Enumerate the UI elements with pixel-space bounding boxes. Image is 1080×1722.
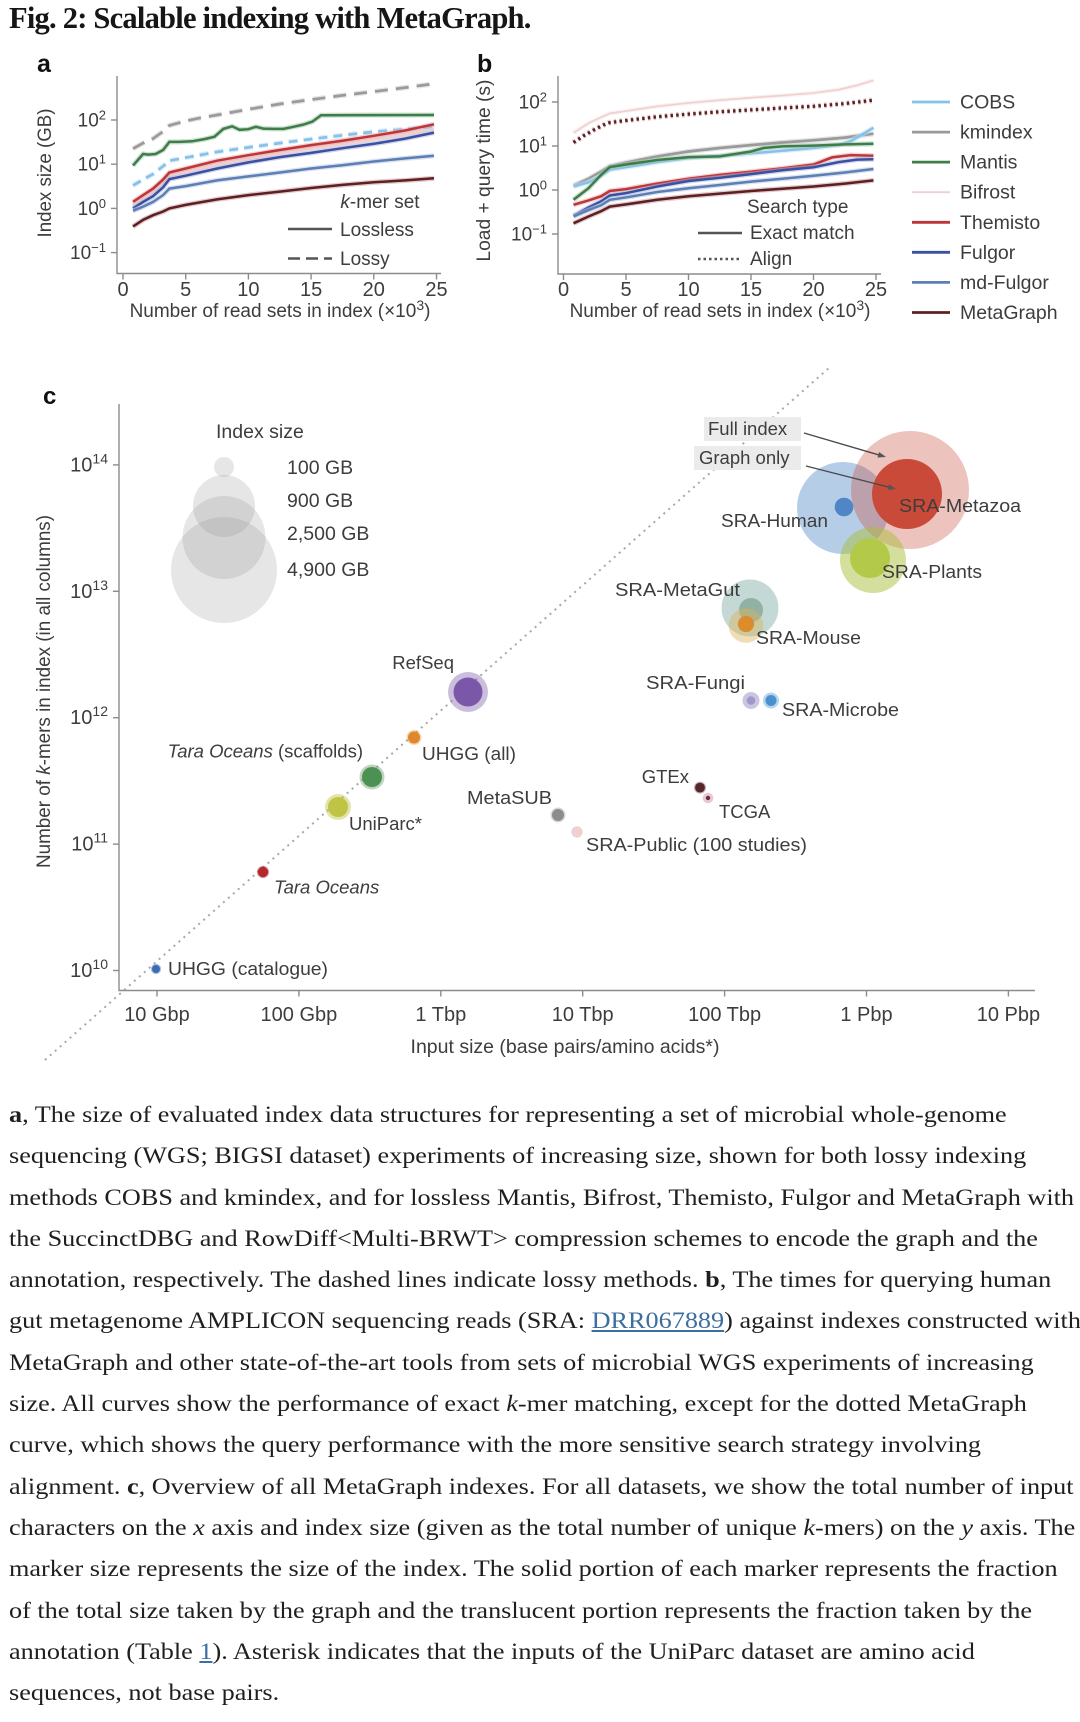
svg-text:1011: 1011 — [71, 830, 108, 856]
svg-text:2,500 GB: 2,500 GB — [287, 523, 369, 545]
svg-text:10: 10 — [677, 279, 699, 301]
svg-text:101: 101 — [78, 152, 106, 176]
svg-text:1 Tbp: 1 Tbp — [415, 1004, 466, 1026]
svg-text:c: c — [43, 383, 56, 410]
svg-text:Full index: Full index — [708, 418, 788, 439]
svg-text:Lossless: Lossless — [340, 220, 414, 241]
svg-text:a: a — [37, 50, 52, 78]
svg-text:25: 25 — [865, 279, 887, 301]
svg-text:SRA-Fungi: SRA-Fungi — [646, 672, 745, 693]
svg-text:20: 20 — [363, 279, 385, 301]
svg-text:Lossy: Lossy — [340, 249, 390, 270]
svg-text:UniParc*: UniParc* — [349, 813, 422, 834]
svg-text:15: 15 — [740, 279, 762, 301]
svg-text:25: 25 — [425, 279, 447, 301]
svg-text:Tara Oceans (scaffolds): Tara Oceans (scaffolds) — [168, 741, 363, 762]
svg-text:GTEx: GTEx — [642, 766, 690, 787]
svg-text:SRA-MetaGut: SRA-MetaGut — [615, 579, 740, 600]
svg-text:20: 20 — [802, 279, 824, 301]
svg-text:b: b — [477, 50, 492, 78]
svg-text:Index size (GB): Index size (GB) — [35, 109, 56, 238]
svg-text:UHGG (all): UHGG (all) — [422, 743, 516, 764]
svg-text:5: 5 — [620, 279, 631, 301]
svg-text:100: 100 — [519, 178, 547, 202]
svg-text:MetaGraph: MetaGraph — [960, 302, 1058, 324]
svg-text:COBS: COBS — [960, 92, 1015, 114]
svg-text:102: 102 — [78, 108, 106, 132]
svg-text:Align: Align — [750, 249, 792, 270]
svg-text:Search type: Search type — [747, 197, 848, 218]
svg-text:1012: 1012 — [70, 703, 108, 729]
svg-text:1013: 1013 — [70, 577, 108, 603]
svg-text:Bifrost: Bifrost — [960, 182, 1016, 204]
svg-text:md-Fulgor: md-Fulgor — [960, 272, 1049, 294]
svg-text:Fulgor: Fulgor — [960, 242, 1016, 264]
svg-text:10 Tbp: 10 Tbp — [552, 1004, 614, 1026]
svg-text:1 Pbp: 1 Pbp — [840, 1004, 892, 1026]
svg-text:Number of k-mers in index (in: Number of k-mers in index (in all column… — [34, 515, 55, 868]
svg-text:100 GB: 100 GB — [287, 457, 353, 479]
svg-text:RefSeq: RefSeq — [392, 652, 454, 673]
svg-text:SRA-Human: SRA-Human — [721, 510, 828, 531]
svg-text:Number of read sets in index (: Number of read sets in index (×103) — [130, 297, 431, 322]
svg-text:Index size: Index size — [216, 421, 304, 443]
svg-text:0: 0 — [558, 279, 569, 301]
svg-text:Number of read sets in index (: Number of read sets in index (×103) — [570, 297, 871, 322]
svg-text:SRA-Mouse: SRA-Mouse — [756, 627, 861, 648]
svg-text:Load + query time (s): Load + query time (s) — [474, 80, 495, 262]
svg-text:101: 101 — [519, 134, 547, 158]
svg-text:102: 102 — [519, 90, 547, 114]
svg-text:100: 100 — [78, 196, 106, 220]
svg-text:kmindex: kmindex — [960, 122, 1033, 144]
svg-text:10: 10 — [237, 279, 259, 301]
svg-text:Themisto: Themisto — [960, 212, 1040, 234]
svg-text:Tara Oceans: Tara Oceans — [274, 877, 379, 898]
svg-text:1010: 1010 — [70, 956, 108, 982]
svg-text:100 Tbp: 100 Tbp — [688, 1004, 761, 1026]
svg-text:15: 15 — [300, 279, 322, 301]
svg-text:k-mer set: k-mer set — [340, 192, 420, 213]
svg-text:10 Gbp: 10 Gbp — [124, 1004, 190, 1026]
svg-text:TCGA: TCGA — [719, 801, 771, 822]
svg-text:Input size (base pairs/amino a: Input size (base pairs/amino acids*) — [411, 1036, 720, 1058]
svg-text:SRA-Public (100 studies): SRA-Public (100 studies) — [586, 834, 807, 855]
svg-text:4,900 GB: 4,900 GB — [287, 559, 369, 581]
svg-text:5: 5 — [180, 279, 191, 301]
svg-text:Mantis: Mantis — [960, 152, 1018, 174]
svg-text:UHGG (catalogue): UHGG (catalogue) — [168, 958, 328, 979]
svg-text:900 GB: 900 GB — [287, 490, 353, 512]
svg-text:1014: 1014 — [70, 450, 108, 476]
svg-text:10−1: 10−1 — [70, 240, 106, 264]
svg-text:0: 0 — [117, 279, 128, 301]
svg-text:SRA-Microbe: SRA-Microbe — [782, 699, 899, 720]
svg-text:SRA-Plants: SRA-Plants — [882, 561, 982, 582]
svg-text:10−1: 10−1 — [511, 222, 547, 246]
svg-text:10 Pbp: 10 Pbp — [977, 1004, 1040, 1026]
svg-text:MetaSUB: MetaSUB — [467, 787, 552, 808]
svg-text:SRA-Metazoa: SRA-Metazoa — [899, 495, 1022, 516]
svg-text:Graph only: Graph only — [699, 447, 790, 468]
svg-text:Exact match: Exact match — [750, 223, 855, 244]
svg-text:100 Gbp: 100 Gbp — [261, 1004, 338, 1026]
